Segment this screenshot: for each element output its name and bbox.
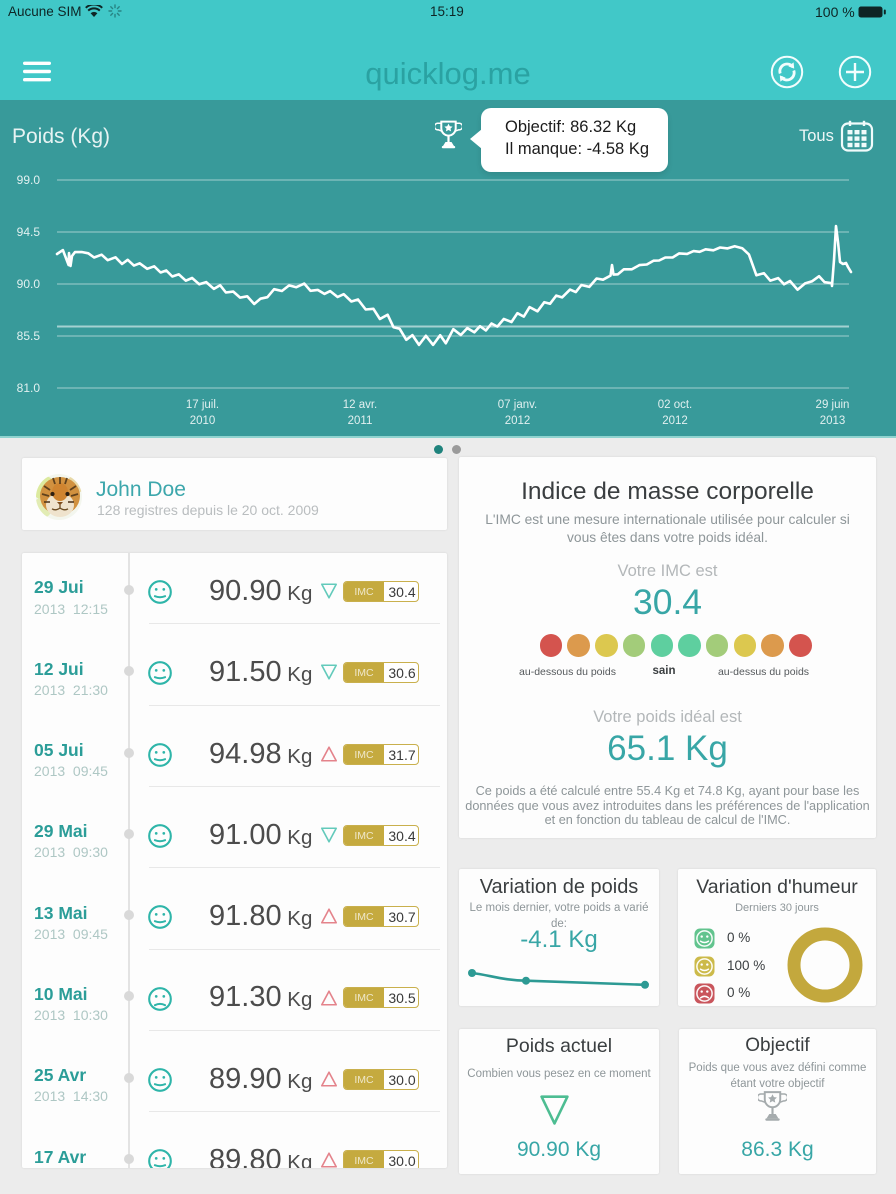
svg-text:2013: 2013 — [820, 415, 846, 427]
svg-text:02 oct.: 02 oct. — [658, 399, 693, 411]
svg-text:90.0: 90.0 — [17, 277, 41, 291]
svg-text:99.0: 99.0 — [17, 173, 41, 187]
svg-text:81.0: 81.0 — [17, 381, 41, 395]
svg-text:85.5: 85.5 — [17, 329, 41, 343]
svg-text:94.5: 94.5 — [17, 225, 41, 239]
svg-text:2012: 2012 — [662, 415, 688, 427]
svg-text:12 avr.: 12 avr. — [343, 399, 378, 411]
svg-text:2011: 2011 — [348, 415, 373, 427]
svg-text:2010: 2010 — [190, 415, 216, 427]
svg-text:07 janv.: 07 janv. — [498, 399, 537, 411]
svg-text:29 juin: 29 juin — [816, 399, 850, 411]
svg-text:2012: 2012 — [505, 415, 531, 427]
svg-text:17 juil.: 17 juil. — [186, 399, 219, 411]
